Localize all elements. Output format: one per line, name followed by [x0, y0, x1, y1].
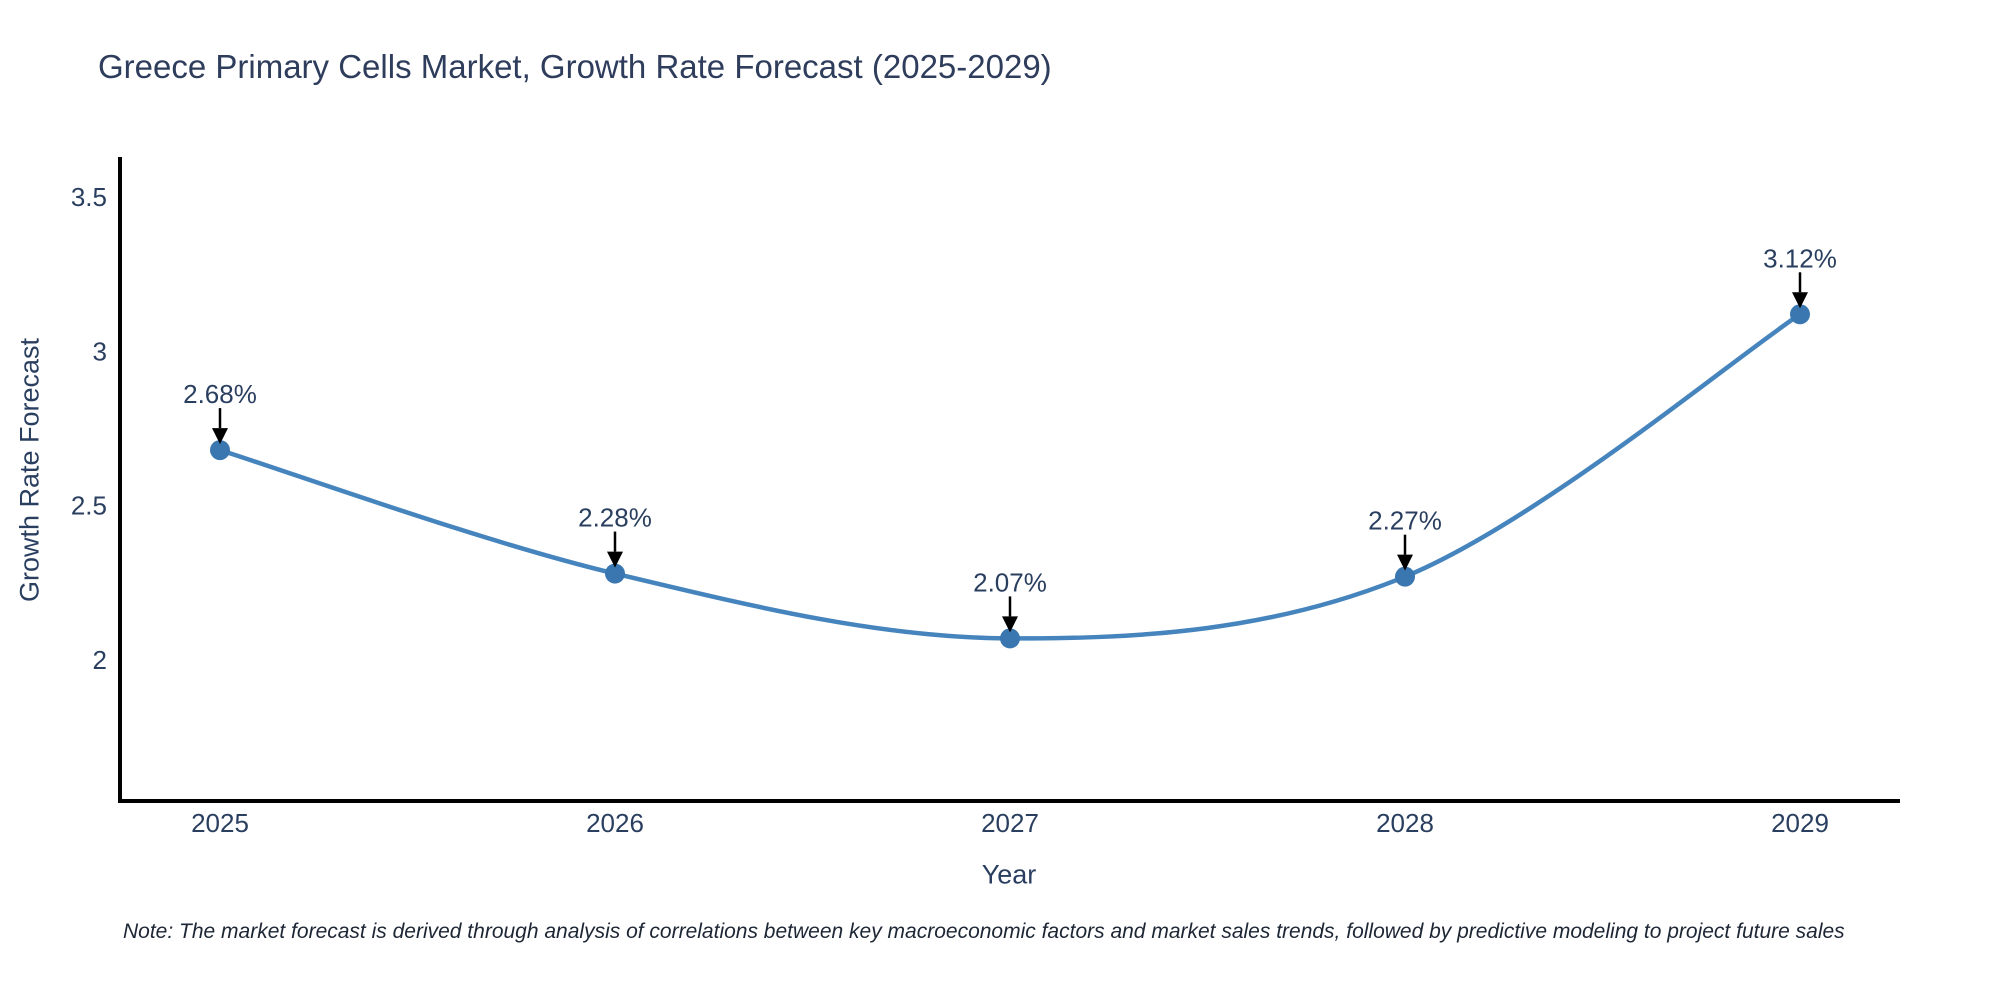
x-tick-label-2026: 2026 — [586, 808, 644, 838]
x-tick-label-2028: 2028 — [1376, 808, 1434, 838]
data-label-2025: 2.68% — [183, 379, 257, 409]
y-tick-label-3.5: 3.5 — [71, 182, 107, 212]
data-point-2028 — [1395, 566, 1415, 587]
y-axis-title: Growth Rate Forecast — [14, 337, 45, 603]
x-axis-title: Year — [981, 859, 1037, 890]
x-tick-label-2029: 2029 — [1771, 808, 1829, 838]
annotation-arrowhead-2025 — [212, 428, 228, 445]
data-label-2029: 3.12% — [1763, 243, 1837, 273]
chart-title: Greece Primary Cells Market, Growth Rate… — [98, 48, 1052, 85]
y-tick-label-2: 2 — [93, 645, 107, 675]
annotation-arrowhead-2029 — [1792, 292, 1808, 309]
footnote: Note: The market forecast is derived thr… — [123, 920, 1845, 943]
data-point-2026 — [605, 563, 625, 584]
data-point-2029 — [1790, 304, 1810, 325]
data-point-2025 — [210, 440, 230, 461]
annotation-arrowhead-2026 — [607, 551, 623, 568]
x-tick-label-2027: 2027 — [981, 808, 1039, 838]
data-label-2026: 2.28% — [578, 503, 652, 533]
axes-lines — [118, 157, 1900, 803]
annotation-arrowhead-2027 — [1002, 616, 1018, 633]
y-tick-label-2.5: 2.5 — [71, 491, 107, 521]
y-tick-label-3: 3 — [93, 336, 107, 366]
annotation-arrowhead-2028 — [1397, 554, 1413, 571]
data-label-2028: 2.27% — [1368, 506, 1442, 536]
data-label-2027: 2.07% — [973, 567, 1047, 597]
data-point-2027 — [1000, 628, 1020, 649]
x-tick-label-2025: 2025 — [191, 808, 249, 838]
